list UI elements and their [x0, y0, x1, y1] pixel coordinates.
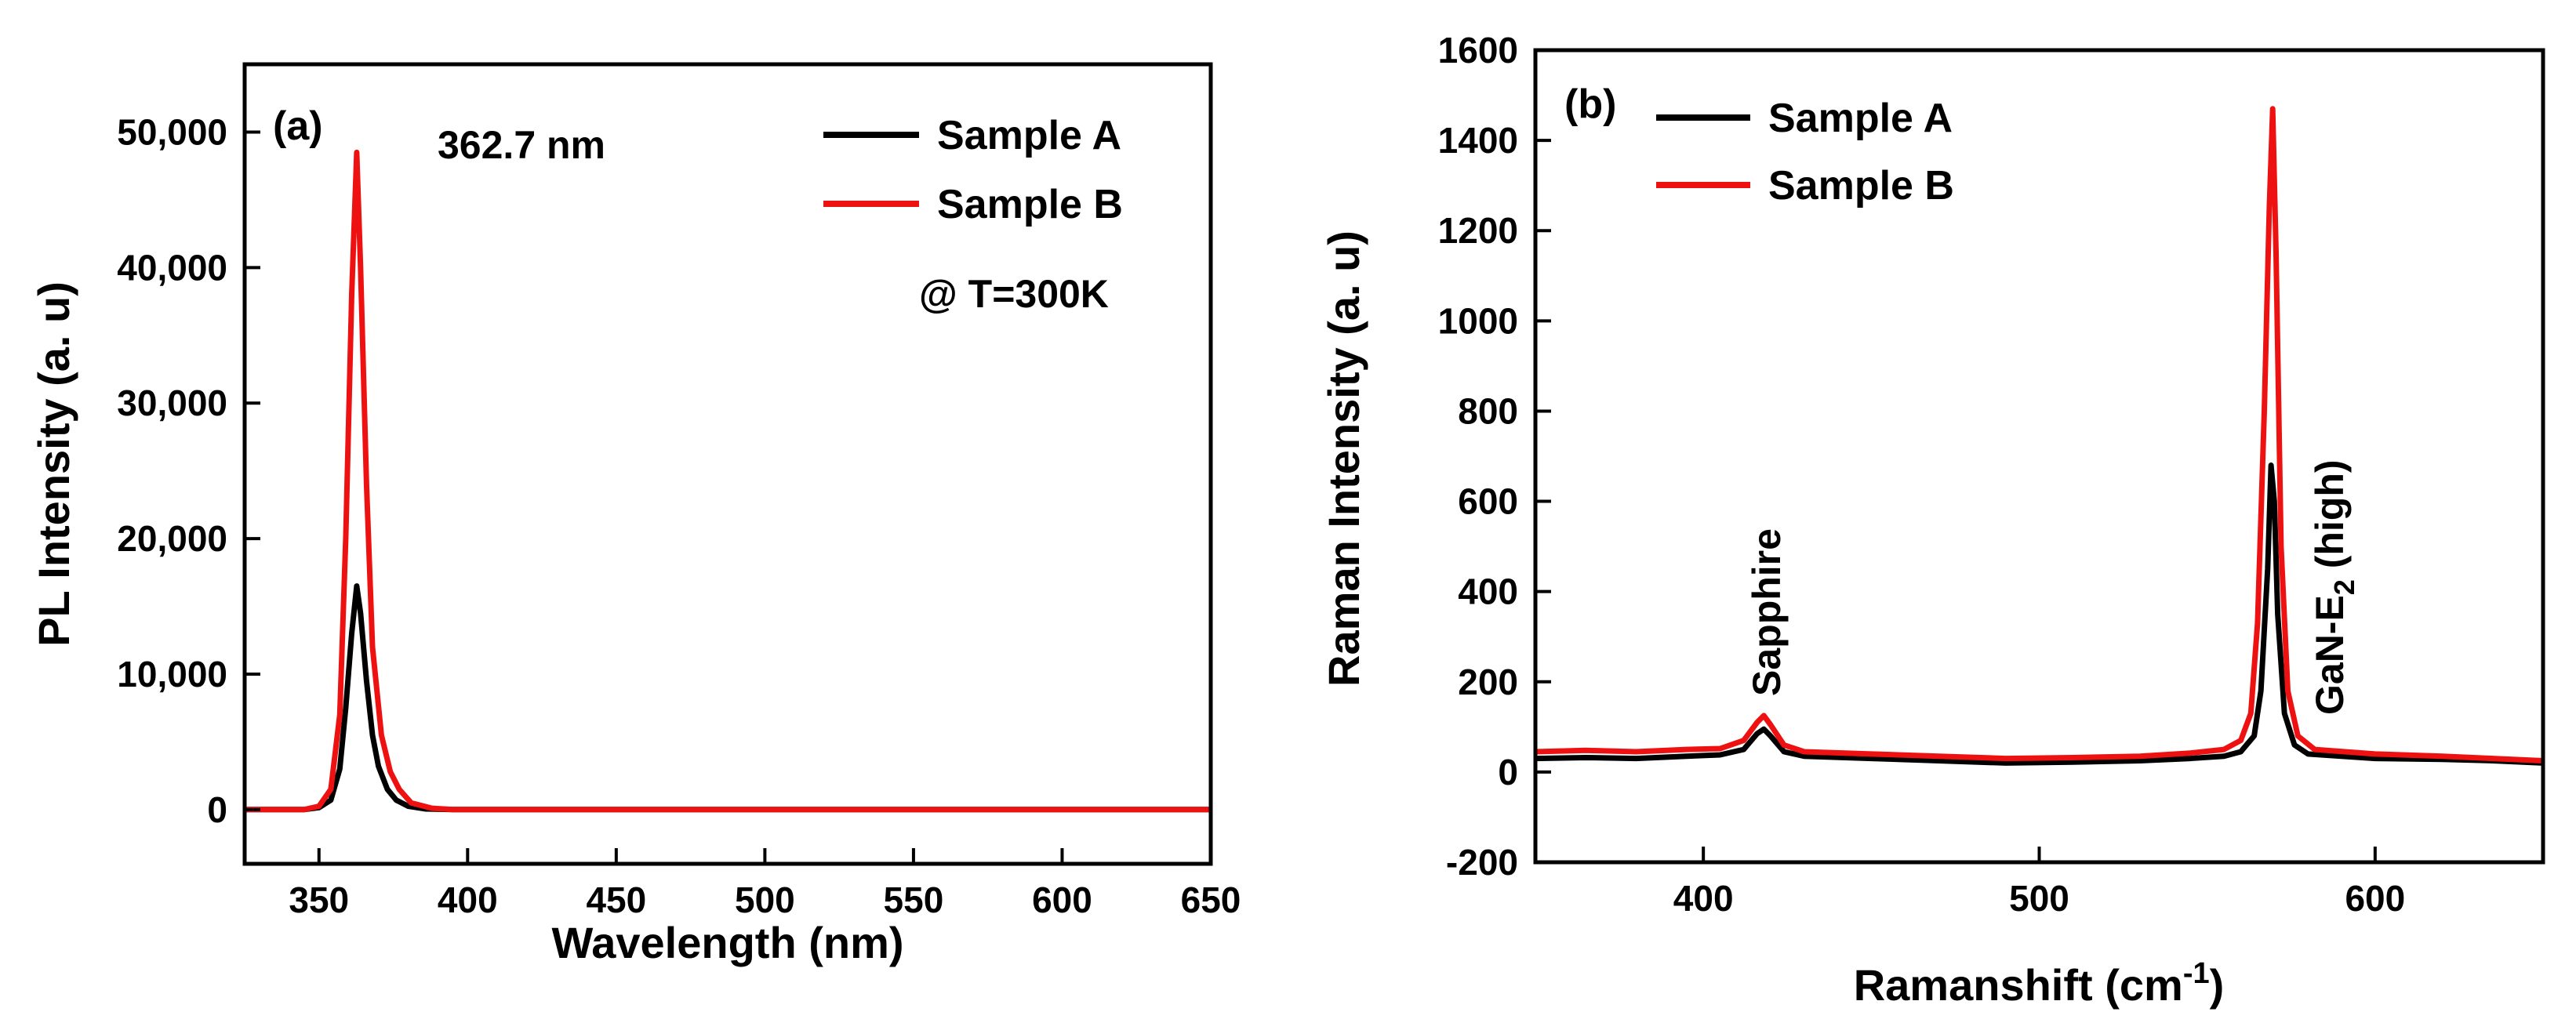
- panel-b-y-tick-label-400: 400: [1458, 571, 1518, 612]
- panel-b-y-tick-label-1000: 1000: [1438, 300, 1518, 341]
- panel-a-label: (a): [273, 103, 323, 149]
- panel-b-y-tick-label-800: 800: [1458, 390, 1518, 431]
- panel-b-y-tick-label-1600: 1600: [1438, 30, 1518, 71]
- panel-a-x-tick-label-600: 600: [1032, 879, 1092, 920]
- panel-a-y-tick-label-40000: 40,000: [117, 247, 227, 288]
- panel-a-x-tick-label-650: 650: [1181, 879, 1241, 920]
- panel-a-x-tick-label-400: 400: [438, 879, 498, 920]
- panel-b-x-tick-label-500: 500: [2009, 878, 2069, 919]
- panel-a-x-axis-title: Wavelength (nm): [551, 918, 903, 967]
- panel-b-legend-label-sample-b: Sample B: [1768, 163, 1954, 209]
- panel-b-sapphire-annotation: Sapphire: [1745, 528, 1789, 696]
- panel-a-y-tick-label-10000: 10,000: [117, 654, 227, 695]
- panel-b-y-tick-label-1400: 1400: [1438, 120, 1518, 161]
- panel-a-y-tick-label-30000: 30,000: [117, 383, 227, 423]
- panel-b-series-sample-a: [1535, 462, 2543, 766]
- panel-b-gan-annotation: GaN-E2 (high): [2308, 459, 2360, 715]
- panel-b-gan-annotation-subscript: 2: [2328, 579, 2360, 595]
- panel-b-label: (b): [1564, 82, 1616, 127]
- panel-b-legend: Sample A Sample B: [1656, 96, 1954, 209]
- panel-a-x-tick-label-500: 500: [735, 879, 795, 920]
- panel-b-y-tick-label-1200: 1200: [1438, 210, 1518, 251]
- panel-b-x-axis-title-main: Ramanshift (cm: [1854, 960, 2183, 1010]
- panel-a-temperature-annotation: @ T=300K: [919, 272, 1109, 316]
- panel-b-y-tick-label-0: 0: [1498, 752, 1518, 792]
- panel-a-x-tick-label-450: 450: [586, 879, 646, 920]
- panel-b-gan-annotation-suffix: (high): [2308, 459, 2352, 579]
- panel-a-y-tick-label-0: 0: [207, 789, 227, 830]
- panel-b-x-axis-title: Ramanshift (cm-1): [1854, 957, 2225, 1010]
- panel-b-y-tick-label--200: -200: [1446, 842, 1518, 883]
- panel-a-y-axis-title: PL Intensity (a. u): [29, 281, 78, 647]
- panel-b-raman-chart: 400 500 600 -200 0 200 400 600 800 1000 1200 1400 1…: [1319, 30, 2545, 1010]
- panel-a-series-sample-b: [245, 149, 1211, 813]
- panel-a-y-tick-label-50000: 50,000: [117, 111, 227, 152]
- panel-a-peak-annotation: 362.7 nm: [438, 123, 605, 167]
- panel-b-x-axis-title-close: ): [2210, 960, 2225, 1010]
- panel-a-legend-label-sample-b: Sample B: [937, 182, 1123, 227]
- panel-b-x-tick-label-600: 600: [2345, 878, 2405, 919]
- panel-a-legend-label-sample-a: Sample A: [937, 113, 1121, 158]
- panel-a-pl-chart: 350 400 450 500 550 600 650 0 10,000 20,000 30,00…: [29, 62, 1241, 967]
- panel-b-series-sample-b: [1535, 106, 2543, 763]
- panel-b-legend-label-sample-a: Sample A: [1768, 96, 1953, 141]
- panel-b-x-tick-label-400: 400: [1673, 878, 1734, 919]
- panel-b-gan-annotation-main: GaN-E: [2308, 595, 2352, 715]
- panel-a-x-tick-label-350: 350: [289, 879, 349, 920]
- panel-a-plot-frame: [242, 62, 1213, 866]
- panel-b-y-axis-title: Raman Intensity (a. u): [1319, 230, 1368, 687]
- panel-a-series-sample-a: [245, 583, 1211, 813]
- panel-a-x-tick-label-550: 550: [884, 879, 944, 920]
- panel-a-y-tick-label-20000: 20,000: [117, 518, 227, 559]
- panel-a-legend: Sample A Sample B: [823, 113, 1123, 227]
- panel-b-plot-frame: [1533, 48, 2545, 865]
- panel-b-x-axis-title-superscript: -1: [2183, 957, 2210, 990]
- panel-b-y-tick-label-600: 600: [1458, 481, 1518, 522]
- panel-b-y-tick-label-200: 200: [1458, 662, 1518, 702]
